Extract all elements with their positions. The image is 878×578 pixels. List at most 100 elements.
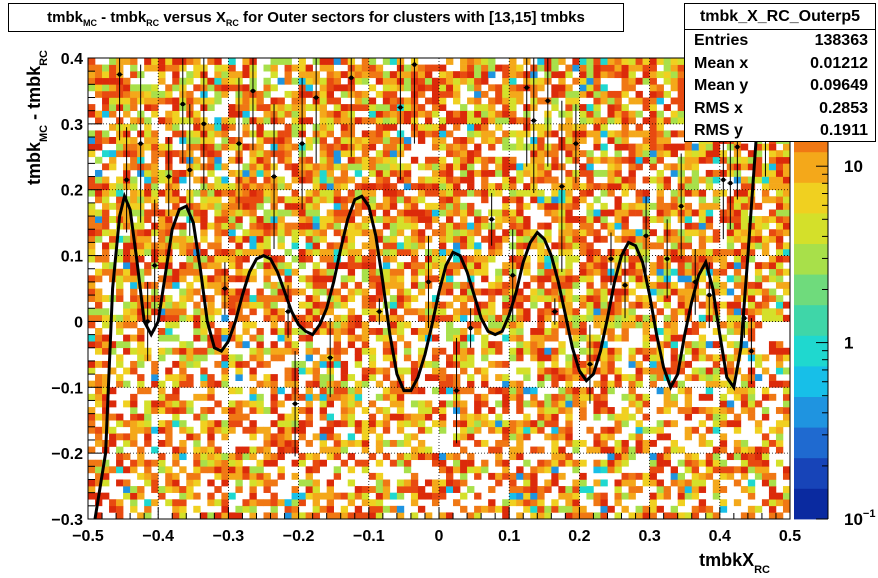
heatmap-cell	[467, 413, 475, 421]
heatmap-cell	[214, 341, 222, 349]
heatmap-cell	[88, 281, 96, 289]
heatmap-cell	[165, 407, 173, 414]
heatmap-cell	[656, 281, 664, 289]
heatmap-cell	[151, 163, 159, 171]
heatmap-cell	[256, 499, 264, 507]
heatmap-cell	[186, 281, 194, 289]
heatmap-cell	[467, 58, 475, 65]
heatmap-cell	[565, 420, 573, 428]
heatmap-cell	[474, 189, 482, 197]
heatmap-cell	[481, 169, 489, 177]
heatmap-cell	[424, 130, 433, 138]
heatmap-cell	[424, 209, 433, 217]
heatmap-cell	[319, 137, 327, 144]
heatmap-cell	[214, 71, 222, 79]
heatmap-cell	[530, 295, 538, 302]
heatmap-cell	[95, 64, 103, 72]
heatmap-cell	[719, 248, 728, 256]
heatmap-cell	[719, 499, 728, 507]
heatmap-cell	[158, 400, 166, 408]
heatmap-cell	[656, 97, 664, 105]
heatmap-cell	[775, 499, 784, 507]
heatmap-cell	[424, 512, 433, 520]
heatmap-cell	[474, 288, 482, 296]
heatmap-cell	[123, 104, 131, 111]
heatmap-cell	[684, 288, 693, 296]
heatmap-cell	[417, 426, 426, 434]
heatmap-cell	[733, 281, 742, 289]
heatmap-cell	[621, 84, 629, 92]
heatmap-cell	[256, 163, 264, 171]
heatmap-cell	[768, 347, 777, 355]
heatmap-cell	[523, 255, 531, 263]
heatmap-cell	[495, 400, 503, 408]
heatmap-cell	[446, 387, 454, 395]
heatmap-cell	[382, 281, 391, 289]
heatmap-cell	[256, 104, 264, 111]
heatmap-cell	[768, 183, 777, 191]
profile-point	[313, 58, 320, 164]
heatmap-cell	[572, 216, 580, 223]
heatmap-cell	[691, 156, 700, 164]
heatmap-cell	[235, 387, 243, 395]
heatmap-cell	[670, 505, 678, 513]
heatmap-cell	[95, 222, 103, 230]
heatmap-cell	[333, 143, 342, 151]
heatmap-cell	[228, 183, 236, 191]
heatmap-cell	[249, 347, 257, 355]
heatmap-cell	[656, 242, 664, 250]
heatmap-cell	[474, 156, 482, 164]
heatmap-cell	[270, 97, 278, 105]
heatmap-cell	[284, 77, 292, 85]
heatmap-cell	[460, 492, 468, 500]
heatmap-cell	[375, 130, 384, 138]
heatmap-cell	[326, 505, 334, 513]
heatmap-cell	[95, 216, 103, 223]
heatmap-cell	[270, 71, 278, 79]
heatmap-cell	[782, 354, 791, 362]
heatmap-cell	[593, 169, 601, 177]
heatmap-cell	[467, 453, 475, 461]
heatmap-cell	[130, 281, 138, 289]
heatmap-cell	[396, 288, 405, 296]
heatmap-cell	[179, 268, 187, 276]
heatmap-cell	[481, 196, 489, 204]
heatmap-cell	[333, 229, 342, 237]
heatmap-cell	[775, 433, 784, 441]
heatmap-cell	[109, 242, 117, 250]
heatmap-cell	[340, 123, 349, 131]
heatmap-cell	[382, 183, 391, 191]
heatmap-cell	[249, 486, 257, 493]
heatmap-cell	[403, 209, 412, 217]
heatmap-cell	[326, 446, 334, 454]
heatmap-cell	[249, 400, 257, 408]
heatmap-cell	[663, 334, 671, 342]
profile-point	[622, 252, 629, 319]
heatmap-cell	[677, 492, 685, 500]
heatmap-cell	[656, 130, 664, 138]
heatmap-cell	[109, 426, 117, 434]
heatmap-cell	[319, 77, 327, 85]
heatmap-cell	[453, 84, 461, 92]
heatmap-cell	[298, 453, 306, 461]
heatmap-cell	[502, 314, 510, 322]
heatmap-cell	[270, 433, 278, 441]
heatmap-cell	[368, 426, 377, 434]
heatmap-cell	[488, 242, 496, 250]
heatmap-cell	[207, 453, 215, 461]
heatmap-cell	[109, 90, 117, 98]
heatmap-cell	[474, 90, 482, 98]
heatmap-cell	[417, 334, 426, 342]
heatmap-cell	[523, 262, 531, 270]
heatmap-cell	[460, 216, 468, 223]
heatmap-cell	[516, 308, 524, 316]
heatmap-cell	[481, 354, 489, 362]
heatmap-cell	[319, 288, 327, 296]
heatmap-cell	[249, 202, 257, 210]
heatmap-cell	[586, 71, 594, 79]
heatmap-cell	[502, 387, 510, 395]
heatmap-cell	[382, 420, 391, 428]
heatmap-cell	[677, 64, 685, 72]
heatmap-cell	[116, 288, 124, 296]
heatmap-cell	[319, 189, 327, 197]
